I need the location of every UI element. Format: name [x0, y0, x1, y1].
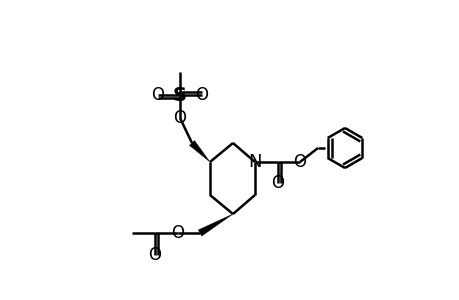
Polygon shape	[198, 214, 233, 236]
Text: O: O	[148, 246, 161, 264]
Text: N: N	[248, 153, 261, 171]
Polygon shape	[189, 141, 210, 162]
Text: O: O	[173, 109, 186, 127]
Text: O: O	[271, 174, 284, 192]
Text: O: O	[171, 224, 184, 242]
Text: O: O	[195, 86, 208, 104]
Text: S: S	[173, 85, 187, 104]
Text: O: O	[151, 86, 164, 104]
Text: O: O	[293, 153, 306, 171]
